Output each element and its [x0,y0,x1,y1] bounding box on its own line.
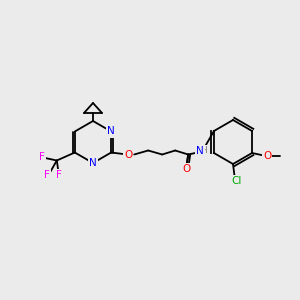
Text: O: O [124,149,132,160]
Text: H: H [200,146,207,155]
Text: N: N [107,127,115,136]
Text: N: N [89,158,97,168]
Text: O: O [182,164,190,175]
Text: F: F [39,152,45,163]
Text: Cl: Cl [232,176,242,186]
Text: N: N [196,146,204,155]
Text: F: F [44,169,50,179]
Text: F: F [56,170,62,181]
Text: O: O [263,151,271,161]
